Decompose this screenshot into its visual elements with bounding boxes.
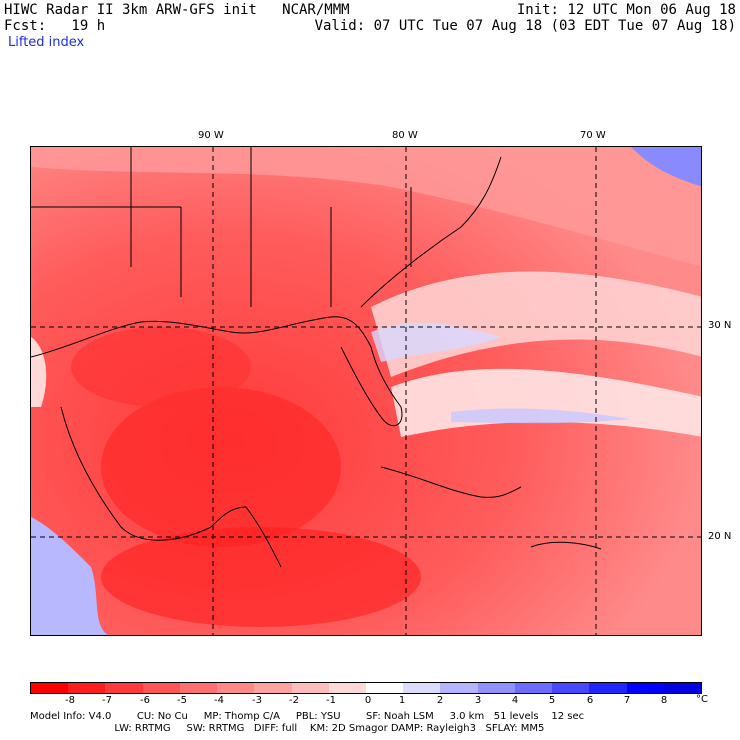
legend-color-cell — [663, 683, 701, 693]
model-info-line2: LW: RRTMG SW: RRTMG DIFF: full KM: 2D Sm… — [0, 723, 545, 734]
field-name: Lifted index — [8, 35, 85, 50]
legend-color-cell — [514, 683, 553, 693]
legend-tick: -3 — [252, 695, 262, 706]
legend-unit: °C — [696, 694, 708, 705]
legend-tick: -5 — [177, 695, 187, 706]
legend-color-cell — [179, 683, 218, 693]
legend-color-cell — [589, 683, 627, 693]
legend-tick: 7 — [623, 695, 631, 706]
lat-label-20n: 20 N — [708, 531, 732, 542]
legend-tick: -1 — [326, 695, 336, 706]
legend-color-cell — [552, 683, 590, 693]
legend-tick: 1 — [398, 695, 406, 706]
legend-tick: 5 — [548, 695, 556, 706]
legend-color-cell — [403, 683, 441, 693]
legend-color-cell — [328, 683, 366, 693]
forecast-hour: Fcst: 19 h — [4, 18, 106, 34]
atlantic-stable-streak-2 — [451, 408, 631, 424]
lon-label-90w: 90 W — [198, 130, 224, 141]
atlantic-stable-streak — [371, 322, 501, 362]
init-time: Init: 12 UTC Mon 06 Aug 18 — [516, 2, 736, 18]
lat-label-30n: 30 N — [708, 320, 732, 331]
map-canvas — [31, 147, 701, 635]
legend-tick: -2 — [289, 695, 299, 706]
legend-tick: 4 — [511, 695, 519, 706]
legend-color-cell — [254, 683, 292, 693]
legend-color-cell — [31, 683, 69, 693]
gulf-coast-unstable — [71, 327, 251, 407]
atlantic-band-1 — [371, 271, 701, 377]
north-field-region — [31, 147, 701, 267]
west-light-region — [31, 337, 47, 407]
color-legend — [30, 682, 702, 694]
northeast-stable-region — [631, 147, 701, 187]
legend-color-cell — [365, 683, 404, 693]
model-info-line1: Model Info: V4.0 CU: No Cu MP: Thomp C/A… — [30, 711, 585, 722]
graticule — [31, 147, 701, 635]
legend-color-cell — [105, 683, 143, 693]
legend-color-cell — [142, 683, 180, 693]
caribbean-unstable-core — [101, 527, 421, 627]
gulf-unstable-core — [101, 387, 341, 547]
legend-color-cell — [477, 683, 515, 693]
legend-tick: 0 — [364, 695, 372, 706]
legend-color-cell — [440, 683, 478, 693]
legend-color-cell — [291, 683, 329, 693]
lon-label-70w: 70 W — [580, 130, 606, 141]
legend-tick: -4 — [214, 695, 224, 706]
legend-tick: 2 — [436, 695, 444, 706]
legend-tick: -6 — [140, 695, 150, 706]
legend-color-cell — [217, 683, 255, 693]
legend-color-cell — [68, 683, 106, 693]
legend-tick: 3 — [474, 695, 482, 706]
valid-time: Valid: 07 UTC Tue 07 Aug 18 (03 EDT Tue … — [314, 18, 736, 34]
coastlines — [31, 147, 602, 568]
legend-tick: 6 — [586, 695, 594, 706]
plot-title: HIWC Radar II 3km ARW-GFS init NCAR/MMM — [4, 2, 350, 18]
legend-color-cell — [626, 683, 664, 693]
legend-tick: -7 — [102, 695, 112, 706]
southwest-stable-region — [31, 517, 109, 635]
lon-label-80w: 80 W — [392, 130, 418, 141]
lifted-index-map — [30, 146, 702, 636]
legend-tick: 8 — [660, 695, 668, 706]
legend-tick: -8 — [65, 695, 75, 706]
